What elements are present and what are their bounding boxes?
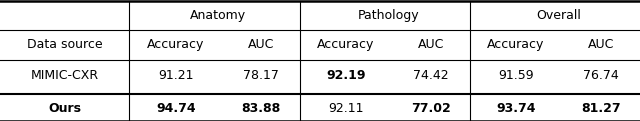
Text: 83.88: 83.88 bbox=[241, 102, 280, 115]
Text: Accuracy: Accuracy bbox=[488, 38, 545, 51]
Text: 77.02: 77.02 bbox=[411, 102, 451, 115]
Text: 94.74: 94.74 bbox=[156, 102, 196, 115]
Text: Anatomy: Anatomy bbox=[190, 9, 246, 22]
Text: AUC: AUC bbox=[418, 38, 444, 51]
Text: MIMIC-CXR: MIMIC-CXR bbox=[31, 69, 99, 82]
Text: 78.17: 78.17 bbox=[243, 69, 279, 82]
Text: 92.19: 92.19 bbox=[326, 69, 365, 82]
Text: Ours: Ours bbox=[48, 102, 81, 115]
Text: 81.27: 81.27 bbox=[581, 102, 621, 115]
Text: Pathology: Pathology bbox=[358, 9, 419, 22]
Text: 93.74: 93.74 bbox=[496, 102, 536, 115]
Text: 76.74: 76.74 bbox=[583, 69, 619, 82]
Text: 92.11: 92.11 bbox=[328, 102, 364, 115]
Text: Accuracy: Accuracy bbox=[317, 38, 374, 51]
Text: 91.21: 91.21 bbox=[158, 69, 193, 82]
Text: Accuracy: Accuracy bbox=[147, 38, 204, 51]
Text: Data source: Data source bbox=[27, 38, 102, 51]
Text: AUC: AUC bbox=[588, 38, 614, 51]
Text: AUC: AUC bbox=[248, 38, 274, 51]
Text: 91.59: 91.59 bbox=[499, 69, 534, 82]
Text: 74.42: 74.42 bbox=[413, 69, 449, 82]
Text: Overall: Overall bbox=[536, 9, 581, 22]
